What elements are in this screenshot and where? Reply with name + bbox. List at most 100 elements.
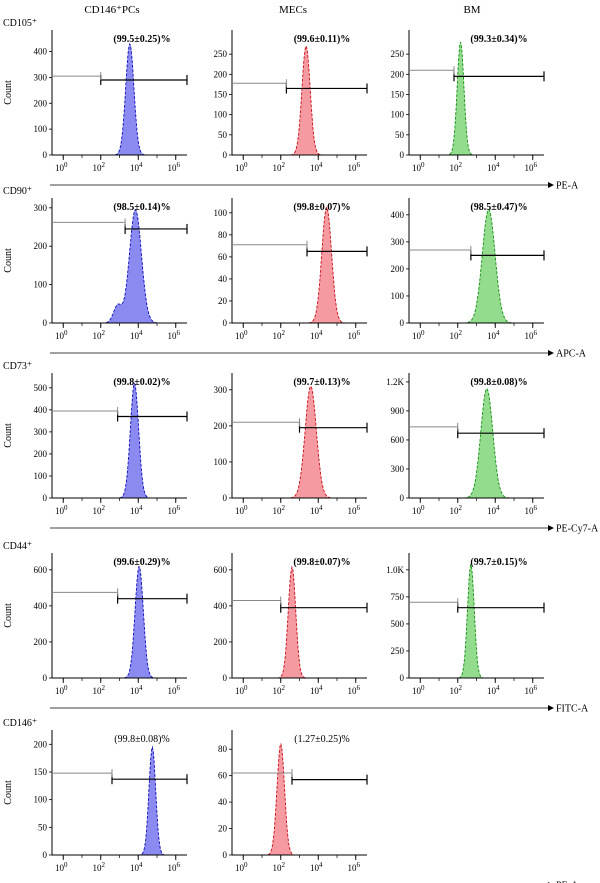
y-tick-label: 0 — [223, 150, 228, 160]
x-tick-label: 104 — [310, 329, 323, 341]
histogram-curve — [52, 209, 187, 324]
y-tick-label: 40 — [218, 797, 228, 807]
x-tick-label: 102 — [273, 861, 286, 873]
y-tick-label: 100 — [34, 795, 48, 805]
x-tick-label: 100 — [55, 861, 68, 873]
x-tick-exponent: 6 — [357, 161, 361, 169]
histogram-curve — [232, 385, 367, 499]
x-tick-exponent: 6 — [177, 504, 181, 512]
y-tick-label: 250 — [391, 646, 405, 656]
x-tick-label: 102 — [93, 161, 106, 173]
percent-positive-label: (98.5±0.14)% — [113, 202, 170, 213]
x-tick-exponent: 6 — [357, 684, 361, 692]
column-titles: CD146⁺PCs MECs BM — [84, 4, 480, 16]
x-tick-label: 104 — [310, 161, 323, 173]
y-tick-label: 400 — [214, 601, 228, 611]
percent-positive-label: (99.3±0.34)% — [470, 34, 527, 45]
y-tick-label: 80 — [218, 744, 228, 754]
x-tick-exponent: 0 — [244, 504, 248, 512]
x-tick-label: 102 — [93, 684, 106, 696]
x-tick-label: 100 — [412, 161, 425, 173]
x-tick-label: 100 — [55, 504, 68, 516]
y-tick-label: 200 — [34, 241, 48, 251]
column-title-pcs: CD146⁺PCs — [84, 4, 139, 16]
y-tick-label: 150 — [391, 89, 405, 99]
x-tick-exponent: 6 — [357, 861, 361, 869]
x-tick-exponent: 2 — [282, 504, 286, 512]
histogram-panel-bm: 0 300 600 900 1.2K 100 102 104 106 (99.8±0.08)% — [386, 373, 545, 516]
y-tick-label: 500 — [391, 619, 405, 629]
row-axis-arrow — [548, 182, 554, 188]
y-tick-label: 100 — [214, 110, 228, 120]
y-tick-label: 150 — [214, 89, 228, 99]
y-tick-label: 300 — [34, 72, 48, 82]
x-tick-exponent: 0 — [244, 861, 248, 869]
x-tick-exponent: 2 — [102, 504, 106, 512]
y-axis-label: Count — [3, 80, 14, 105]
histogram-curve — [409, 41, 544, 156]
x-tick-exponent: 2 — [459, 329, 463, 337]
y-tick-label: 200 — [34, 98, 48, 108]
x-tick-label: 106 — [348, 161, 361, 173]
x-tick-exponent: 4 — [139, 684, 143, 692]
y-tick-label: 750 — [391, 592, 405, 602]
y-axis-label: Count — [3, 780, 14, 805]
histogram-curve — [52, 745, 187, 856]
histogram-panel-pcs: 0 200 400 600 100 102 104 106 (99.6±0.29)% — [34, 553, 188, 696]
y-tick-label: 200 — [34, 739, 48, 749]
x-tick-label: 104 — [310, 861, 323, 873]
row-marker-label: CD44⁺ — [3, 541, 32, 552]
x-tick-label: 100 — [235, 861, 248, 873]
x-tick-label: 102 — [273, 504, 286, 516]
x-tick-label: 102 — [450, 684, 463, 696]
x-tick-label: 106 — [168, 329, 181, 341]
x-tick-exponent: 2 — [102, 684, 106, 692]
x-tick-exponent: 0 — [244, 684, 248, 692]
percent-positive-label: (99.6±0.29)% — [113, 557, 170, 568]
x-tick-label: 100 — [55, 329, 68, 341]
y-tick-label: 100 — [34, 124, 48, 134]
y-tick-label: 0 — [223, 493, 228, 503]
x-tick-label: 100 — [412, 329, 425, 341]
y-tick-label: 200 — [34, 637, 48, 647]
x-tick-label: 100 — [235, 161, 248, 173]
row-marker-label: CD90⁺ — [3, 186, 32, 197]
percent-positive-label: (99.5±0.25)% — [113, 34, 170, 45]
y-tick-label: 0 — [400, 493, 405, 503]
x-tick-exponent: 2 — [102, 161, 106, 169]
y-tick-label: 600 — [391, 435, 405, 445]
y-tick-label: 0 — [223, 850, 228, 860]
y-tick-label: 250 — [391, 49, 405, 59]
channel-label: PE-A — [556, 881, 579, 883]
y-tick-label: 300 — [391, 237, 405, 247]
percent-positive-label: (99.8±0.07)% — [293, 557, 350, 568]
y-tick-label: 300 — [214, 385, 228, 395]
x-tick-exponent: 4 — [139, 161, 143, 169]
y-tick-label: 0 — [223, 318, 228, 328]
x-tick-exponent: 2 — [282, 861, 286, 869]
x-tick-exponent: 0 — [64, 504, 68, 512]
y-tick-label: 600 — [34, 565, 48, 575]
y-tick-label: 300 — [34, 203, 48, 213]
histogram-curve — [52, 565, 187, 679]
x-tick-label: 104 — [130, 161, 143, 173]
x-tick-exponent: 4 — [139, 504, 143, 512]
y-tick-label: 900 — [391, 406, 405, 416]
y-tick-label: 0 — [43, 318, 48, 328]
x-tick-label: 104 — [310, 684, 323, 696]
y-axis-label: Count — [3, 248, 14, 273]
histogram-panel-mecs: 0 50 100 150 200 250 100 102 104 106 (99.6±0.11)% — [214, 30, 368, 173]
x-tick-exponent: 6 — [534, 504, 538, 512]
y-tick-label: 100 — [214, 457, 228, 467]
x-tick-label: 102 — [450, 329, 463, 341]
histogram-panel-bm: 0 50 100 150 200 250 100 102 104 106 (99.3±0.34)% — [391, 30, 545, 173]
y-tick-label: 0 — [43, 673, 48, 683]
x-tick-exponent: 6 — [534, 161, 538, 169]
x-tick-exponent: 2 — [102, 329, 106, 337]
